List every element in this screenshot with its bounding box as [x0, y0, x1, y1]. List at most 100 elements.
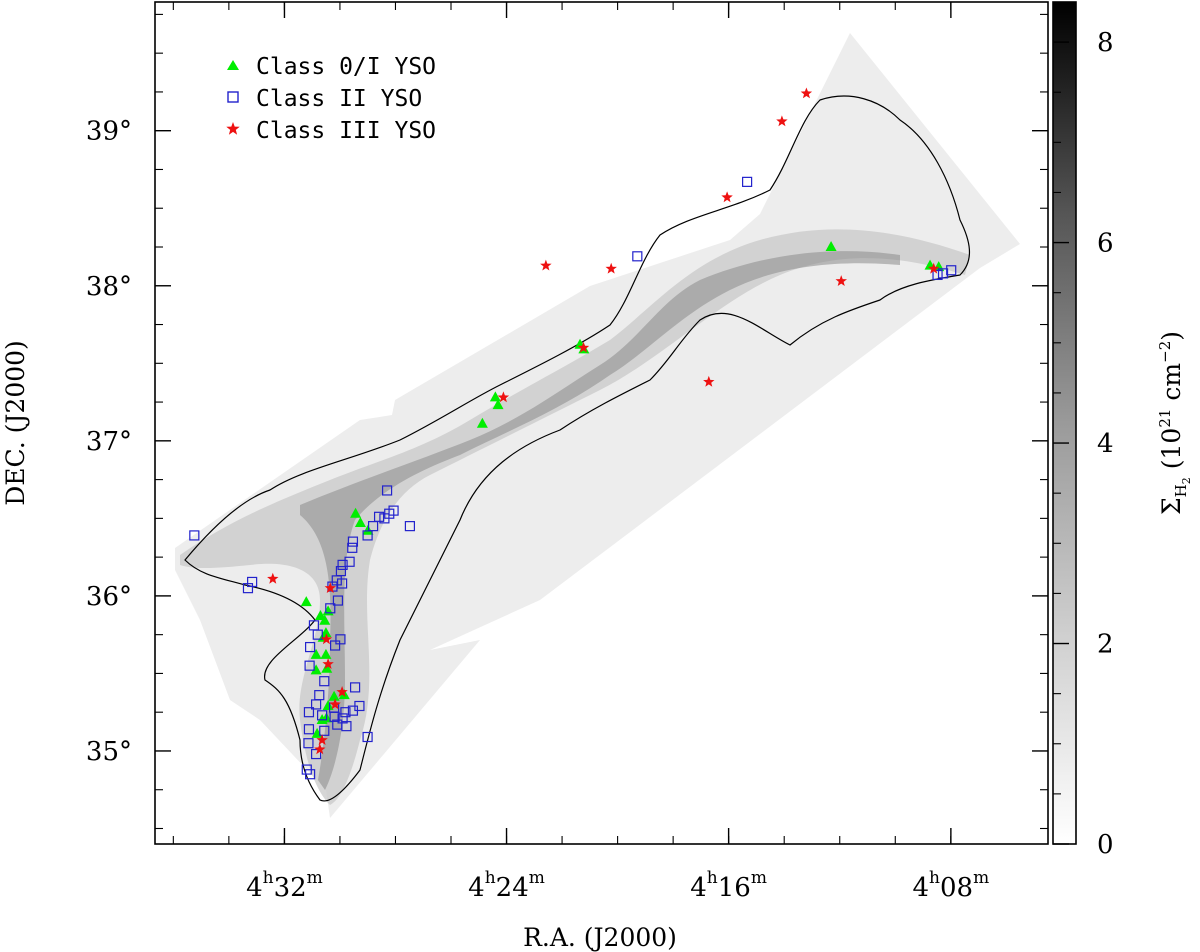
class2-yso-marker — [341, 721, 352, 732]
class0-yso-marker — [350, 507, 362, 518]
class0-yso-marker — [825, 241, 837, 252]
class2-yso-marker — [329, 640, 341, 651]
colorbar-tick-label: 0 — [1097, 830, 1114, 860]
x-tick-label: 4h32m — [246, 868, 323, 903]
class2-yso-marker — [325, 603, 336, 614]
y-axis: 35° 36° 37° 38° 39° — [86, 13, 1048, 830]
class3-yso-marker — [329, 698, 341, 710]
colorbar-label: ΣH2(1021cm−2) — [1156, 331, 1193, 515]
class2-yso-marker — [367, 521, 379, 532]
class2-yso-marker — [340, 707, 351, 718]
class2-yso-marker — [344, 556, 355, 567]
class2-yso-marker — [308, 620, 320, 631]
class2-yso-marker — [362, 731, 373, 743]
colorbar-gradient — [1052, 1, 1077, 845]
class0-yso-marker — [492, 399, 504, 410]
class0-yso-marker — [354, 517, 366, 528]
y-tick-label: 37° — [86, 427, 132, 457]
class2-yso-marker — [349, 682, 361, 693]
legend: Class 0/I YSO Class II YSO Class III YSO — [226, 54, 436, 144]
colorbar-tick-label: 6 — [1097, 229, 1114, 259]
class2-yso-marker — [347, 542, 358, 553]
class3-yso-marker — [577, 341, 590, 353]
column-density-map — [175, 33, 1020, 818]
class2-yso-marker — [305, 769, 316, 780]
x-tick-label: 4h08m — [913, 868, 990, 903]
colorbar-tick-label: 2 — [1097, 630, 1114, 660]
colorbar: 0 2 4 6 8 ΣH2(1021cm−2) — [1052, 1, 1193, 860]
legend-star-icon — [226, 122, 240, 135]
class3-yso-marker — [320, 633, 333, 645]
legend-triangle-icon — [227, 60, 239, 70]
class2-yso-marker — [335, 634, 346, 645]
colorbar-tick-label: 4 — [1097, 429, 1114, 459]
legend-square-icon — [227, 91, 239, 103]
class3-yso-marker — [776, 115, 788, 127]
class3-yso-marker — [322, 658, 334, 669]
x-axis-label: R.A. (J2000) — [523, 923, 677, 952]
class3-yso-marker — [316, 734, 328, 745]
class0-yso-marker — [321, 662, 333, 673]
x-tick-label: 4h24m — [468, 868, 545, 903]
class3-yso-marker — [267, 572, 279, 584]
colorbar-ticks: 0 2 4 6 8 — [1053, 28, 1114, 860]
x-tick-label: 4h16m — [690, 868, 767, 903]
class2-yso-marker — [362, 530, 373, 541]
class0-yso-marker — [320, 627, 332, 638]
class3-yso-marker — [835, 275, 847, 286]
legend-label-class0: Class 0/I YSO — [256, 54, 436, 80]
class2-yso-marker — [305, 641, 316, 653]
class2-yso-marker — [303, 724, 315, 735]
class2-yso-marker — [381, 485, 393, 496]
class2-yso-marker — [337, 713, 348, 724]
class2-yso-marker — [304, 660, 315, 671]
y-tick-label: 38° — [86, 272, 132, 302]
y-tick-label: 35° — [86, 737, 132, 767]
class2-yso-marker — [303, 707, 315, 718]
class2-yso-marker — [373, 511, 385, 522]
class2-yso-marker — [311, 748, 322, 760]
class0-yso-marker — [322, 699, 334, 710]
class2-yso-marker — [354, 700, 365, 712]
coverage-notch — [495, 632, 540, 660]
class2-yso-marker — [404, 521, 416, 532]
y-axis-label: DEC. (J2000) — [1, 340, 30, 506]
class3-yso-marker — [605, 262, 617, 274]
class3-yso-marker — [336, 686, 348, 697]
class2-yso-marker — [388, 505, 399, 516]
class0-yso-marker — [476, 417, 488, 428]
class2-yso-marker — [347, 536, 359, 547]
class2-yso-marker — [319, 676, 330, 687]
colorbar-tick-label: 8 — [1097, 28, 1114, 58]
class0-yso-marker — [320, 648, 332, 659]
class0-yso-marker — [362, 524, 374, 535]
class2-yso-marker — [332, 595, 344, 606]
class3-yso-marker — [314, 743, 326, 755]
plot-frame — [154, 1, 1049, 845]
class0-yso-marker — [310, 648, 322, 659]
class2-yso-marker — [319, 725, 330, 736]
class2-yso-marker — [317, 710, 328, 721]
class2-yso-marker — [335, 565, 347, 577]
legend-label-class2: Class II YSO — [256, 86, 422, 112]
class3-yso-marker — [540, 259, 552, 271]
class3-yso-marker — [497, 391, 510, 403]
class2-yso-marker — [932, 269, 943, 281]
class3-yso-marker — [324, 582, 336, 593]
class0-yso-marker — [300, 596, 312, 607]
class2-yso-marker — [337, 559, 348, 570]
class2-yso-marker — [189, 530, 200, 541]
class2-yso-marker — [314, 690, 325, 701]
class2-yso-marker — [937, 268, 949, 279]
class3-yso-marker — [928, 262, 940, 274]
class2-yso-marker — [632, 251, 643, 262]
class2-yso-marker — [303, 738, 314, 749]
class2-yso-marker — [247, 576, 258, 588]
class0-yso-marker — [314, 610, 326, 621]
class2-yso-marker — [742, 176, 753, 187]
cloud-contour — [184, 95, 971, 802]
class3-yso-marker — [800, 87, 813, 99]
class3-yso-marker — [721, 191, 733, 203]
yso-points — [189, 87, 957, 780]
